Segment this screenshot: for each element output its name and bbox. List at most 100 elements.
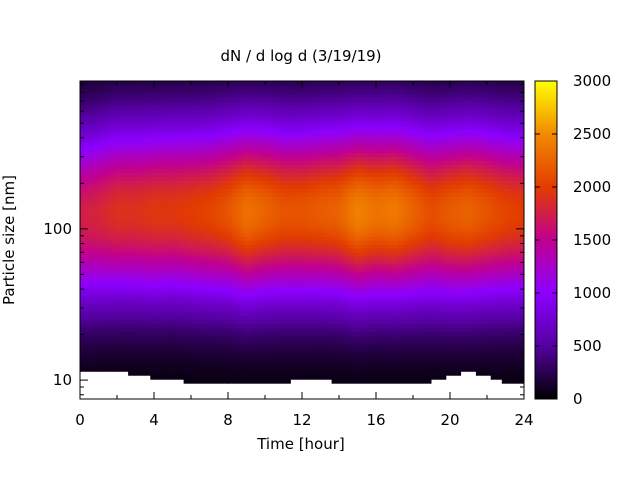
heatmap-cell — [154, 168, 159, 174]
heatmap-cell — [142, 303, 148, 309]
heatmap-cell — [120, 224, 125, 229]
heatmap-cell — [298, 116, 303, 122]
heatmap-cell — [294, 184, 299, 189]
heatmap-cell — [257, 81, 262, 86]
heatmap-cell — [98, 339, 103, 344]
heatmap-cell — [98, 303, 103, 309]
heatmap-cell — [168, 104, 174, 110]
heatmap-cell — [80, 395, 85, 399]
heatmap-cell — [102, 188, 107, 193]
heatmap-cell — [242, 204, 248, 209]
heatmap-cell — [83, 156, 88, 162]
heatmap-cell — [198, 124, 203, 130]
heatmap-cell — [179, 299, 185, 305]
heatmap-cell — [250, 287, 255, 293]
heatmap-cell — [183, 295, 188, 301]
heatmap-cell — [120, 267, 125, 273]
heatmap-cell — [290, 395, 296, 399]
heatmap-cell — [187, 212, 192, 217]
heatmap-cell — [139, 144, 144, 150]
heatmap-cell — [80, 355, 85, 360]
heatmap-cell — [198, 112, 203, 118]
heatmap-cell — [198, 200, 203, 205]
heatmap-cell — [242, 100, 248, 106]
heatmap-cell — [80, 339, 85, 344]
heatmap-cell — [117, 84, 122, 90]
heatmap-cell — [213, 315, 218, 321]
heatmap-cell — [83, 124, 88, 130]
heatmap-cell — [102, 136, 107, 142]
heatmap-cell — [302, 271, 307, 277]
heatmap-cell — [131, 204, 137, 209]
heatmap-cell — [246, 343, 251, 348]
heatmap-cell — [305, 275, 310, 281]
heatmap-cell — [165, 311, 170, 317]
heatmap-cell — [202, 267, 207, 273]
heatmap-cell — [276, 136, 281, 142]
heatmap-cell — [253, 228, 259, 233]
heatmap-cell — [287, 140, 292, 146]
heatmap-cell — [257, 188, 262, 193]
heatmap-cell — [83, 291, 88, 297]
heatmap-cell — [261, 152, 266, 158]
heatmap-cell — [139, 279, 144, 285]
heatmap-cell — [261, 307, 266, 313]
heatmap-cell — [194, 343, 199, 348]
heatmap-cell — [191, 148, 196, 154]
heatmap-cell — [165, 307, 170, 313]
heatmap-cell — [205, 351, 211, 356]
heatmap-cell — [290, 299, 296, 305]
heatmap-cell — [187, 116, 192, 122]
heatmap-cell — [261, 172, 266, 177]
heatmap-cell — [139, 200, 144, 205]
heatmap-cell — [220, 232, 225, 237]
heatmap-cell — [228, 375, 233, 380]
heatmap-cell — [161, 259, 166, 265]
heatmap-cell — [228, 136, 233, 142]
heatmap-cell — [117, 359, 122, 364]
heatmap-cell — [142, 184, 148, 189]
heatmap-cell — [290, 108, 296, 114]
heatmap-cell — [105, 160, 111, 166]
heatmap-cell — [235, 180, 240, 185]
heatmap-cell — [176, 196, 181, 201]
heatmap-cell — [283, 259, 288, 265]
heatmap-cell — [165, 200, 170, 205]
heatmap-cell — [91, 375, 96, 380]
heatmap-cell — [128, 212, 133, 217]
heatmap-cell — [128, 240, 133, 245]
heatmap-cell — [187, 108, 192, 114]
heatmap-cell — [279, 156, 285, 162]
heatmap-cell — [239, 132, 244, 138]
heatmap-cell — [213, 371, 218, 376]
heatmap-cell — [146, 136, 151, 142]
heatmap-cell — [253, 247, 259, 253]
heatmap-cell — [98, 331, 103, 336]
heatmap-cell — [80, 104, 85, 110]
heatmap-cell — [242, 347, 248, 352]
heatmap-cell — [161, 395, 166, 399]
heatmap-cell — [228, 128, 233, 134]
heatmap-cell — [113, 275, 118, 281]
heatmap-cell — [94, 240, 100, 245]
heatmap-cell — [261, 387, 266, 392]
heatmap-cell — [120, 196, 125, 201]
heatmap-cell — [276, 236, 281, 241]
heatmap-cell — [80, 331, 85, 336]
heatmap-cell — [154, 224, 159, 229]
heatmap-cell — [272, 156, 277, 162]
heatmap-cell — [302, 307, 307, 313]
heatmap-cell — [113, 188, 118, 193]
heatmap-cell — [198, 236, 203, 241]
heatmap-cell — [224, 359, 229, 364]
heatmap-cell — [298, 196, 303, 201]
heatmap-cell — [268, 315, 273, 321]
heatmap-cell — [242, 92, 248, 98]
heatmap-cell — [302, 172, 307, 177]
heatmap-cell — [191, 367, 196, 372]
heatmap-cell — [91, 116, 96, 122]
heatmap-cell — [231, 116, 236, 122]
heatmap-cell — [161, 287, 166, 293]
heatmap-cell — [172, 108, 177, 114]
heatmap-cell — [179, 188, 185, 193]
